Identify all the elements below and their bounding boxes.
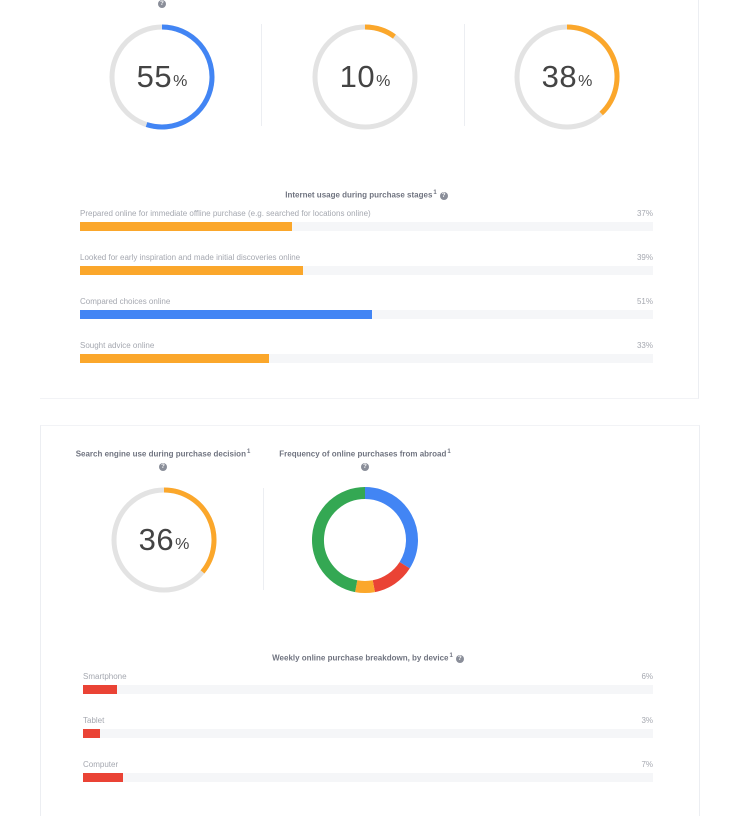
bar-label: Prepared online for immediate offline pu… [80,209,371,218]
ring-chart-search-engine: 36% [108,484,220,596]
bar-fill [83,685,118,694]
section-title-internet-usage: Internet usage during purchase stages1? [80,190,653,200]
bar-value-label: 51% [636,297,653,306]
section-title-device-breakdown: Weekly online purchase breakdown, by dev… [83,653,653,663]
bar-label: Compared choices online [80,297,171,306]
bar-row: Tablet 3% [83,716,653,738]
bar-label: Looked for early inspiration and made in… [80,253,301,262]
bar-row: Prepared online for immediate offline pu… [80,209,653,231]
ring-value-arc-4 [163,487,217,574]
bar-row: Compared choices online 51% [80,297,653,319]
ring-chart-2-value: 10 [339,59,376,94]
footnote-marker: 1 [447,449,451,455]
ring-chart-search-engine-label: 36% [108,484,220,596]
ring-chart-2-label: 10% [309,21,421,133]
bar-value-label: 33% [636,341,653,350]
bar-row: Looked for early inspiration and made in… [80,253,653,275]
ring-chart-1-label: 55% [106,21,218,133]
section-title-search-engine: Search engine use during purchase decisi… [73,449,253,459]
bar-row: Computer 7% [83,760,653,782]
ring-chart-3: 38% [511,21,623,133]
bar-label: Sought advice online [80,341,155,350]
donut-chart-abroad-purchases [309,484,421,596]
bar-fill [80,222,292,231]
bar-track [80,266,653,275]
ring-chart-2: 10% [309,21,421,133]
help-circle-icon[interactable]: ? [455,654,464,663]
ring-chart-1-unit: % [173,73,188,90]
bar-fill [80,354,270,363]
ring-chart-search-engine-svg [111,487,217,593]
ring-chart-3-label: 38% [511,21,623,133]
donut-chart-abroad-purchases-svg [312,487,418,593]
ring-chart-1-value: 55 [136,59,173,94]
donut-slice-red [372,561,410,593]
help-circle-icon[interactable]: ? [159,463,167,471]
bar-track [80,354,653,363]
ring-value-arc-0 [145,24,215,130]
ring-chart-3-unit: % [578,73,593,90]
ring-chart-search-engine-unit: % [175,536,190,553]
bar-fill [80,310,373,319]
bar-track [83,685,653,694]
section-title-text: Weekly online purchase breakdown, by dev… [272,653,449,663]
donut-slice-orange [355,580,375,593]
ring-chart-3-svg [514,24,620,130]
ring-chart-search-engine-value: 36 [138,522,175,557]
bar-fill [83,773,123,782]
bar-track [80,222,653,231]
help-circle-icon[interactable]: ? [158,0,166,8]
bar-label: Tablet [83,716,105,725]
section-title-text: Search engine use during purchase decisi… [75,449,246,459]
bar-row: Sought advice online 33% [80,341,653,363]
bar-value-label: 7% [641,760,653,769]
ring-chart-1-svg [109,24,215,130]
bar-value-label: 6% [641,672,653,681]
ring-chart-2-unit: % [376,73,391,90]
bar-fill [80,266,304,275]
donut-slice-blue [364,487,418,569]
bar-label: Computer [83,760,119,769]
bar-track [83,773,653,782]
footnote-marker: 1 [449,653,453,659]
footnote-marker: 1 [246,449,251,455]
help-circle-icon[interactable]: ? [439,191,448,200]
bar-value-label: 3% [641,716,653,725]
section-title-text: Frequency of online purchases from abroa… [279,449,447,459]
divider [263,488,264,590]
divider [464,24,465,126]
footnote-marker: 1 [433,190,437,196]
bar-label: Smartphone [83,672,127,681]
section-title-abroad-purchases: Frequency of online purchases from abroa… [272,449,458,459]
ring-chart-2-svg [312,24,418,130]
bar-track [83,729,653,738]
bar-track [80,310,653,319]
ring-chart-1: 55% [106,21,218,133]
bar-value-label: 37% [636,209,653,218]
divider [261,24,262,126]
donut-slice-green [312,487,366,593]
ring-chart-3-value: 38 [541,59,578,94]
card-top [40,0,699,399]
section-title-text: Internet usage during purchase stages [285,190,433,200]
ring-value-arc-2 [566,24,620,116]
bar-fill [83,729,101,738]
bar-value-label: 39% [636,253,653,262]
ring-value-arc-1 [364,24,396,39]
help-circle-icon[interactable]: ? [361,463,369,471]
bar-row: Smartphone 6% [83,672,653,694]
